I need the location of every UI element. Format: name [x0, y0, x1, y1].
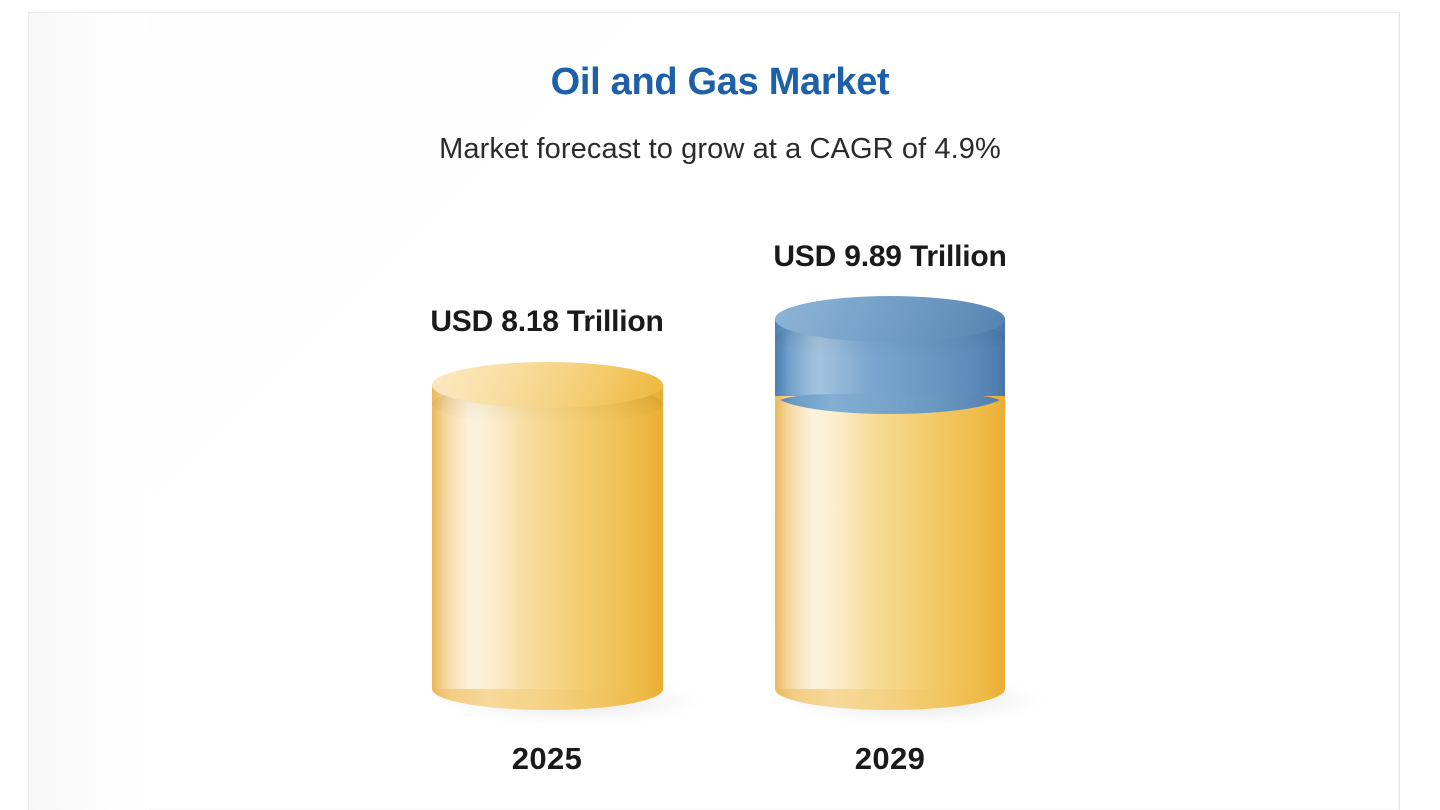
- chart-subtitle: Market forecast to grow at a CAGR of 4.9…: [439, 133, 1001, 165]
- slide-card: [28, 12, 1400, 810]
- chart-title: Oil and Gas Market: [550, 61, 890, 103]
